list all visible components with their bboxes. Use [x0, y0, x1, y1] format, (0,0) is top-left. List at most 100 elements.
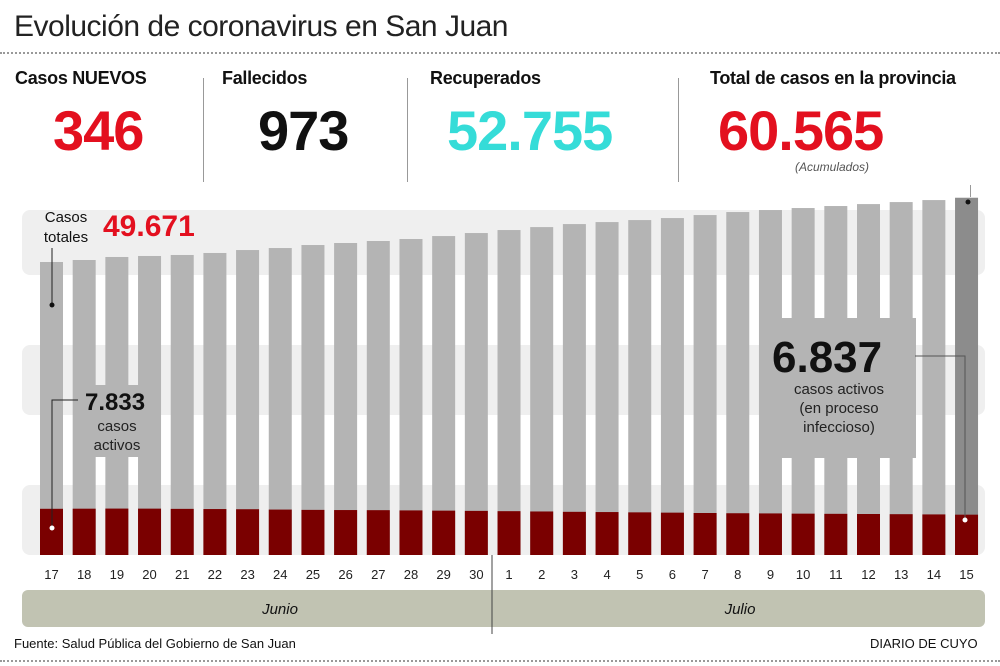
bar-active — [203, 509, 227, 555]
bar-total — [464, 233, 488, 555]
x-tick-label: 13 — [894, 567, 908, 582]
marker-dot — [962, 517, 968, 523]
x-tick-label: 8 — [734, 567, 741, 582]
x-tick-label: 19 — [110, 567, 124, 582]
x-tick-label: 2 — [538, 567, 545, 582]
annotation-text: casos activos — [794, 381, 884, 398]
bar-active — [660, 512, 684, 555]
bar-total — [595, 222, 619, 555]
label-backdrop — [766, 318, 916, 458]
month-label: Julio — [724, 601, 756, 618]
bar-active — [334, 510, 358, 555]
bar-total — [660, 218, 684, 555]
bar-active — [595, 512, 619, 555]
x-tick-label: 6 — [669, 567, 676, 582]
bar-total — [432, 236, 456, 555]
bar-total — [236, 250, 260, 555]
bar-total — [334, 243, 358, 555]
bar-active — [562, 511, 586, 555]
bar-active — [693, 513, 717, 555]
divider — [678, 78, 679, 182]
bar-active — [72, 508, 96, 555]
x-tick-label: 27 — [371, 567, 385, 582]
bar-active — [105, 508, 129, 555]
x-tick-label: 11 — [829, 567, 843, 582]
stat-value-recovered: 52.755 — [447, 99, 613, 162]
bar-active — [399, 510, 423, 555]
stat-value-total: 60.565 — [718, 99, 884, 162]
x-tick-label: 17 — [44, 567, 58, 582]
x-tick-label: 28 — [404, 567, 418, 582]
x-tick-label: 3 — [571, 567, 578, 582]
x-tick-label: 5 — [636, 567, 643, 582]
source-note: Fuente: Salud Pública del Gobierno de Sa… — [14, 636, 296, 651]
bar-active — [922, 514, 946, 555]
annotation-text: Casos — [45, 209, 88, 226]
bar-active — [138, 508, 162, 555]
stat-label-deaths: Fallecidos — [222, 68, 308, 88]
annotation-text: casos — [97, 418, 136, 435]
annotation-text: infeccioso) — [803, 419, 875, 436]
bar-active — [236, 509, 260, 555]
stat-label-total: Total de casos en la provincia — [710, 68, 956, 88]
bar-total — [399, 239, 423, 555]
annotation-total-first: 49.671 — [103, 210, 195, 243]
x-tick-label: 22 — [208, 567, 222, 582]
bar-active — [824, 513, 848, 555]
annotation-text: totales — [44, 229, 88, 246]
divider — [0, 52, 1000, 54]
marker-dot — [49, 302, 55, 308]
bar-active — [758, 513, 782, 555]
x-tick-label: 26 — [338, 567, 352, 582]
bar-active — [366, 510, 390, 555]
annotation-active-first: 7.833 — [85, 389, 145, 416]
bar-total — [301, 245, 325, 555]
divider — [203, 78, 204, 182]
x-tick-label: 10 — [796, 567, 810, 582]
annotation-text: (en proceso — [799, 400, 878, 417]
bar-total — [366, 241, 390, 556]
bar-active — [889, 514, 913, 555]
month-label: Junio — [261, 601, 298, 618]
stat-value-new: 346 — [53, 99, 144, 162]
bar-total — [562, 224, 586, 555]
bar-active — [170, 508, 194, 555]
bar-active — [301, 509, 325, 555]
leader-line — [915, 355, 966, 520]
annotation-text: activos — [94, 437, 141, 454]
x-tick-label: 23 — [240, 567, 254, 582]
bar-total — [693, 215, 717, 555]
stat-note-total: (Acumulados) — [795, 160, 870, 174]
x-tick-label: 14 — [927, 567, 941, 582]
bar-active — [628, 512, 652, 555]
stat-label-recovered: Recuperados — [430, 68, 541, 88]
brand: DIARIO DE CUYO — [870, 636, 978, 651]
x-tick-label: 12 — [861, 567, 875, 582]
bar-active — [791, 513, 815, 555]
stat-label-new: Casos NUEVOS — [15, 68, 147, 88]
divider — [970, 185, 971, 197]
x-tick-label: 30 — [469, 567, 483, 582]
bar-active — [497, 511, 521, 555]
bar-active — [268, 509, 292, 555]
x-tick-label: 4 — [603, 567, 610, 582]
x-tick-label: 9 — [767, 567, 774, 582]
bar-active — [530, 511, 554, 555]
bar-total — [203, 252, 227, 555]
x-tick-label: 21 — [175, 567, 189, 582]
x-tick-label: 24 — [273, 567, 287, 582]
page-title: Evolución de coronavirus en San Juan — [14, 10, 509, 43]
stat-value-deaths: 973 — [258, 99, 349, 162]
marker-dot — [49, 525, 55, 531]
x-tick-label: 15 — [959, 567, 973, 582]
bar-total — [922, 200, 946, 555]
bar-total — [268, 248, 292, 556]
leader-line — [51, 399, 78, 528]
bar-active — [40, 508, 63, 555]
bar-total — [955, 197, 979, 555]
bar-total — [170, 254, 194, 555]
bar-total — [497, 230, 521, 555]
annotation-active-last: 6.837 — [772, 333, 882, 382]
